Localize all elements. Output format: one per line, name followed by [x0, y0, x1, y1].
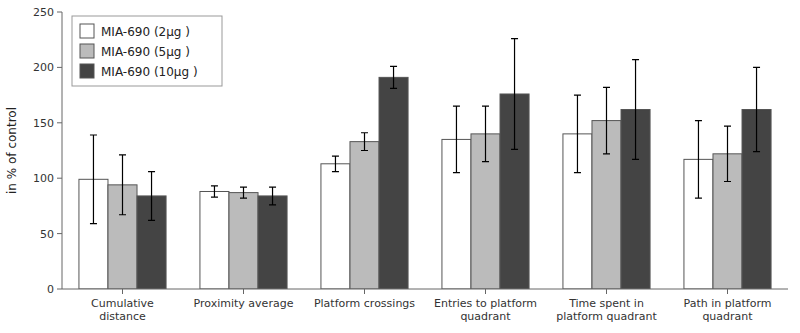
legend-label: MIA-690 (10μg ): [101, 65, 198, 79]
error-bar: [511, 39, 518, 150]
x-tick-label: Entries to platformquadrant: [434, 297, 537, 323]
error-bar: [240, 187, 247, 198]
x-tick: [243, 289, 244, 294]
legend: MIA-690 (2μg ) MIA-690 (5μg ) MIA-690 (10μ…: [72, 16, 222, 86]
y-tick-label: 250: [33, 6, 54, 19]
x-tick: [364, 289, 365, 294]
error-bar: [269, 187, 276, 205]
error-bar: [603, 87, 610, 153]
x-tick-label: Platform crossings: [314, 297, 415, 310]
x-tick-label: Path in platformquadrant: [684, 297, 772, 323]
legend-frame: [72, 16, 222, 86]
error-bar: [632, 60, 639, 160]
y-axis-line: [62, 12, 63, 289]
y-tick-label: 100: [33, 172, 54, 185]
error-bar: [482, 106, 489, 161]
y-tick: [57, 12, 62, 13]
y-axis-label: in % of control: [5, 107, 19, 194]
y-tick: [57, 289, 62, 290]
y-tick: [57, 178, 62, 179]
x-tick: [122, 289, 123, 294]
error-bar: [753, 67, 760, 151]
error-bar: [574, 95, 581, 173]
error-bar: [724, 126, 731, 181]
legend-swatch: [80, 24, 94, 38]
y-tick-label: 0: [47, 283, 54, 296]
error-bar: [695, 121, 702, 199]
error-bar: [119, 155, 126, 215]
x-tick-label: Time spent inplatform quadrant: [556, 297, 657, 323]
y-tick: [57, 67, 62, 68]
chart: 0 50 100 150 200 250 in % of control Cumulative…: [0, 0, 800, 333]
y-tick-label: 200: [33, 61, 54, 74]
error-bar: [390, 66, 397, 88]
legend-label: MIA-690 (2μg ): [101, 25, 190, 39]
y-tick: [57, 122, 62, 123]
bars: [79, 39, 771, 289]
y-tick-label: 150: [33, 117, 54, 130]
bar: [200, 191, 229, 289]
x-tick-label: Cumulativedistance: [91, 297, 154, 323]
bar: [350, 142, 379, 289]
bar: [379, 77, 408, 289]
x-tick: [727, 289, 728, 294]
bar: [229, 193, 258, 289]
error-bar: [453, 106, 460, 172]
error-bar: [332, 156, 339, 172]
y-tick-label: 50: [40, 228, 54, 241]
x-tick: [606, 289, 607, 294]
error-bar: [361, 133, 368, 151]
error-bar: [148, 172, 155, 221]
legend-swatch: [80, 44, 94, 58]
y-axis: 0 50 100 150 200 250: [33, 6, 62, 296]
y-tick: [57, 233, 62, 234]
bar: [258, 196, 287, 289]
error-bar: [211, 186, 218, 197]
chart-container: 0 50 100 150 200 250 in % of control Cumulative…: [0, 0, 800, 333]
bar: [321, 164, 350, 289]
x-tick: [485, 289, 486, 294]
x-axis: Cumulativedistance Proximity average Platf…: [62, 289, 788, 323]
legend-label: MIA-690 (5μg ): [101, 45, 190, 59]
x-axis-line: [62, 289, 788, 290]
x-tick-label: Proximity average: [194, 297, 294, 310]
legend-swatch: [80, 64, 94, 78]
error-bar: [90, 135, 97, 224]
